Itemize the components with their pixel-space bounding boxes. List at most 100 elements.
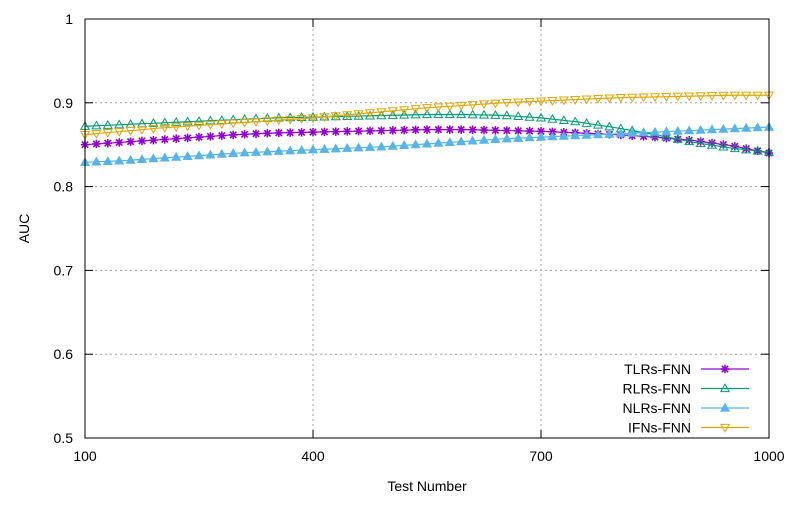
data-point-marker [239, 118, 250, 128]
data-point-marker [102, 156, 113, 165]
y-tick-label: 1 [65, 11, 73, 27]
data-point-marker [535, 97, 547, 107]
data-point-marker-stroke [742, 144, 750, 153]
data-point-marker [468, 125, 477, 134]
plot-frame [84, 18, 770, 439]
data-point-marker [467, 135, 478, 145]
data-point-marker [478, 109, 490, 119]
data-point-marker [661, 126, 672, 136]
data-point-marker [103, 138, 112, 148]
data-point-marker [205, 149, 216, 159]
data-point-marker [672, 92, 683, 102]
data-point-marker-stroke [343, 127, 351, 136]
data-point-marker [206, 132, 215, 141]
y-axis-label: AUC [16, 214, 32, 244]
data-point-marker [570, 130, 581, 140]
data-point-marker-stroke [389, 126, 397, 135]
data-point-marker [741, 122, 752, 132]
x-tick-label: 700 [529, 448, 553, 464]
data-point-marker [661, 131, 672, 141]
data-point-marker [183, 133, 192, 143]
data-point-marker [159, 124, 170, 133]
data-point-marker [411, 125, 420, 135]
data-point-marker [330, 143, 341, 153]
data-point-marker [627, 127, 638, 137]
data-point-marker [491, 126, 500, 135]
data-point-marker [558, 96, 569, 106]
data-point-marker [501, 133, 512, 143]
data-point-marker [706, 139, 718, 149]
data-point-marker [501, 98, 512, 108]
data-point-marker [695, 92, 706, 102]
data-point-marker [217, 131, 226, 140]
grid [85, 19, 769, 438]
data-point-marker [570, 116, 581, 126]
data-point-marker [729, 123, 740, 133]
data-point-marker [353, 142, 364, 152]
data-point-marker [604, 128, 615, 138]
data-point-marker [377, 126, 386, 135]
data-point-marker [285, 115, 296, 125]
data-point-marker [353, 110, 364, 120]
data-point-marker [387, 107, 398, 117]
data-point-marker-stroke [446, 125, 454, 134]
data-point-marker [308, 127, 318, 137]
data-point-marker-stroke [400, 126, 408, 134]
data-point-marker [387, 140, 398, 150]
data-point-marker [444, 102, 455, 112]
data-point-marker [263, 129, 272, 138]
data-point-marker [729, 143, 740, 153]
data-point-marker [193, 116, 205, 125]
data-point-marker [194, 132, 204, 142]
data-point-marker [114, 127, 125, 137]
data-point-marker [752, 122, 763, 132]
data-point-marker [296, 114, 307, 124]
data-point-marker [319, 144, 330, 153]
data-point-marker [102, 120, 113, 129]
data-point-marker [273, 146, 284, 155]
y-tick-label: 0.6 [54, 346, 74, 362]
series-ifns-fnn [79, 91, 775, 140]
data-point-marker [410, 139, 421, 149]
data-point-marker [410, 105, 421, 115]
data-point-marker [262, 146, 273, 156]
data-point-marker-stroke [206, 132, 215, 141]
data-point-marker [649, 126, 661, 136]
data-point-marker [741, 144, 752, 154]
data-point-marker [490, 134, 501, 143]
data-point-marker [115, 138, 124, 147]
data-point-marker-stroke [275, 129, 283, 137]
data-point-marker [467, 109, 478, 119]
x-axis-label: Test Number [387, 478, 467, 494]
data-point-marker [524, 132, 535, 142]
data-point-marker-stroke [354, 127, 363, 135]
data-point-marker [399, 106, 410, 116]
data-point-marker [171, 123, 182, 133]
data-point-marker [240, 130, 249, 139]
data-point-marker [387, 110, 398, 119]
data-point-marker [524, 111, 535, 121]
series-tlrs-fnn [80, 125, 774, 158]
data-point-marker [445, 125, 454, 134]
data-point-marker [354, 126, 363, 136]
data-point-marker [307, 144, 319, 154]
data-point-marker [159, 152, 170, 162]
data-point-marker [239, 147, 250, 157]
y-tick-label: 0.7 [54, 262, 74, 278]
y-tick-label: 0.5 [54, 430, 74, 446]
data-point-marker [706, 124, 718, 134]
data-point-marker [376, 110, 387, 120]
data-point-marker [422, 125, 432, 134]
data-point-marker-stroke [434, 125, 443, 134]
data-point-marker [216, 148, 227, 158]
data-point-marker [229, 130, 238, 140]
data-point-marker [342, 143, 353, 152]
data-point-marker-stroke [480, 126, 488, 134]
data-point-marker [570, 95, 581, 105]
data-point-marker [456, 136, 467, 146]
data-point-marker [672, 125, 683, 135]
data-point-marker [444, 137, 455, 147]
data-point-marker [330, 112, 341, 122]
data-point-marker [661, 93, 672, 102]
